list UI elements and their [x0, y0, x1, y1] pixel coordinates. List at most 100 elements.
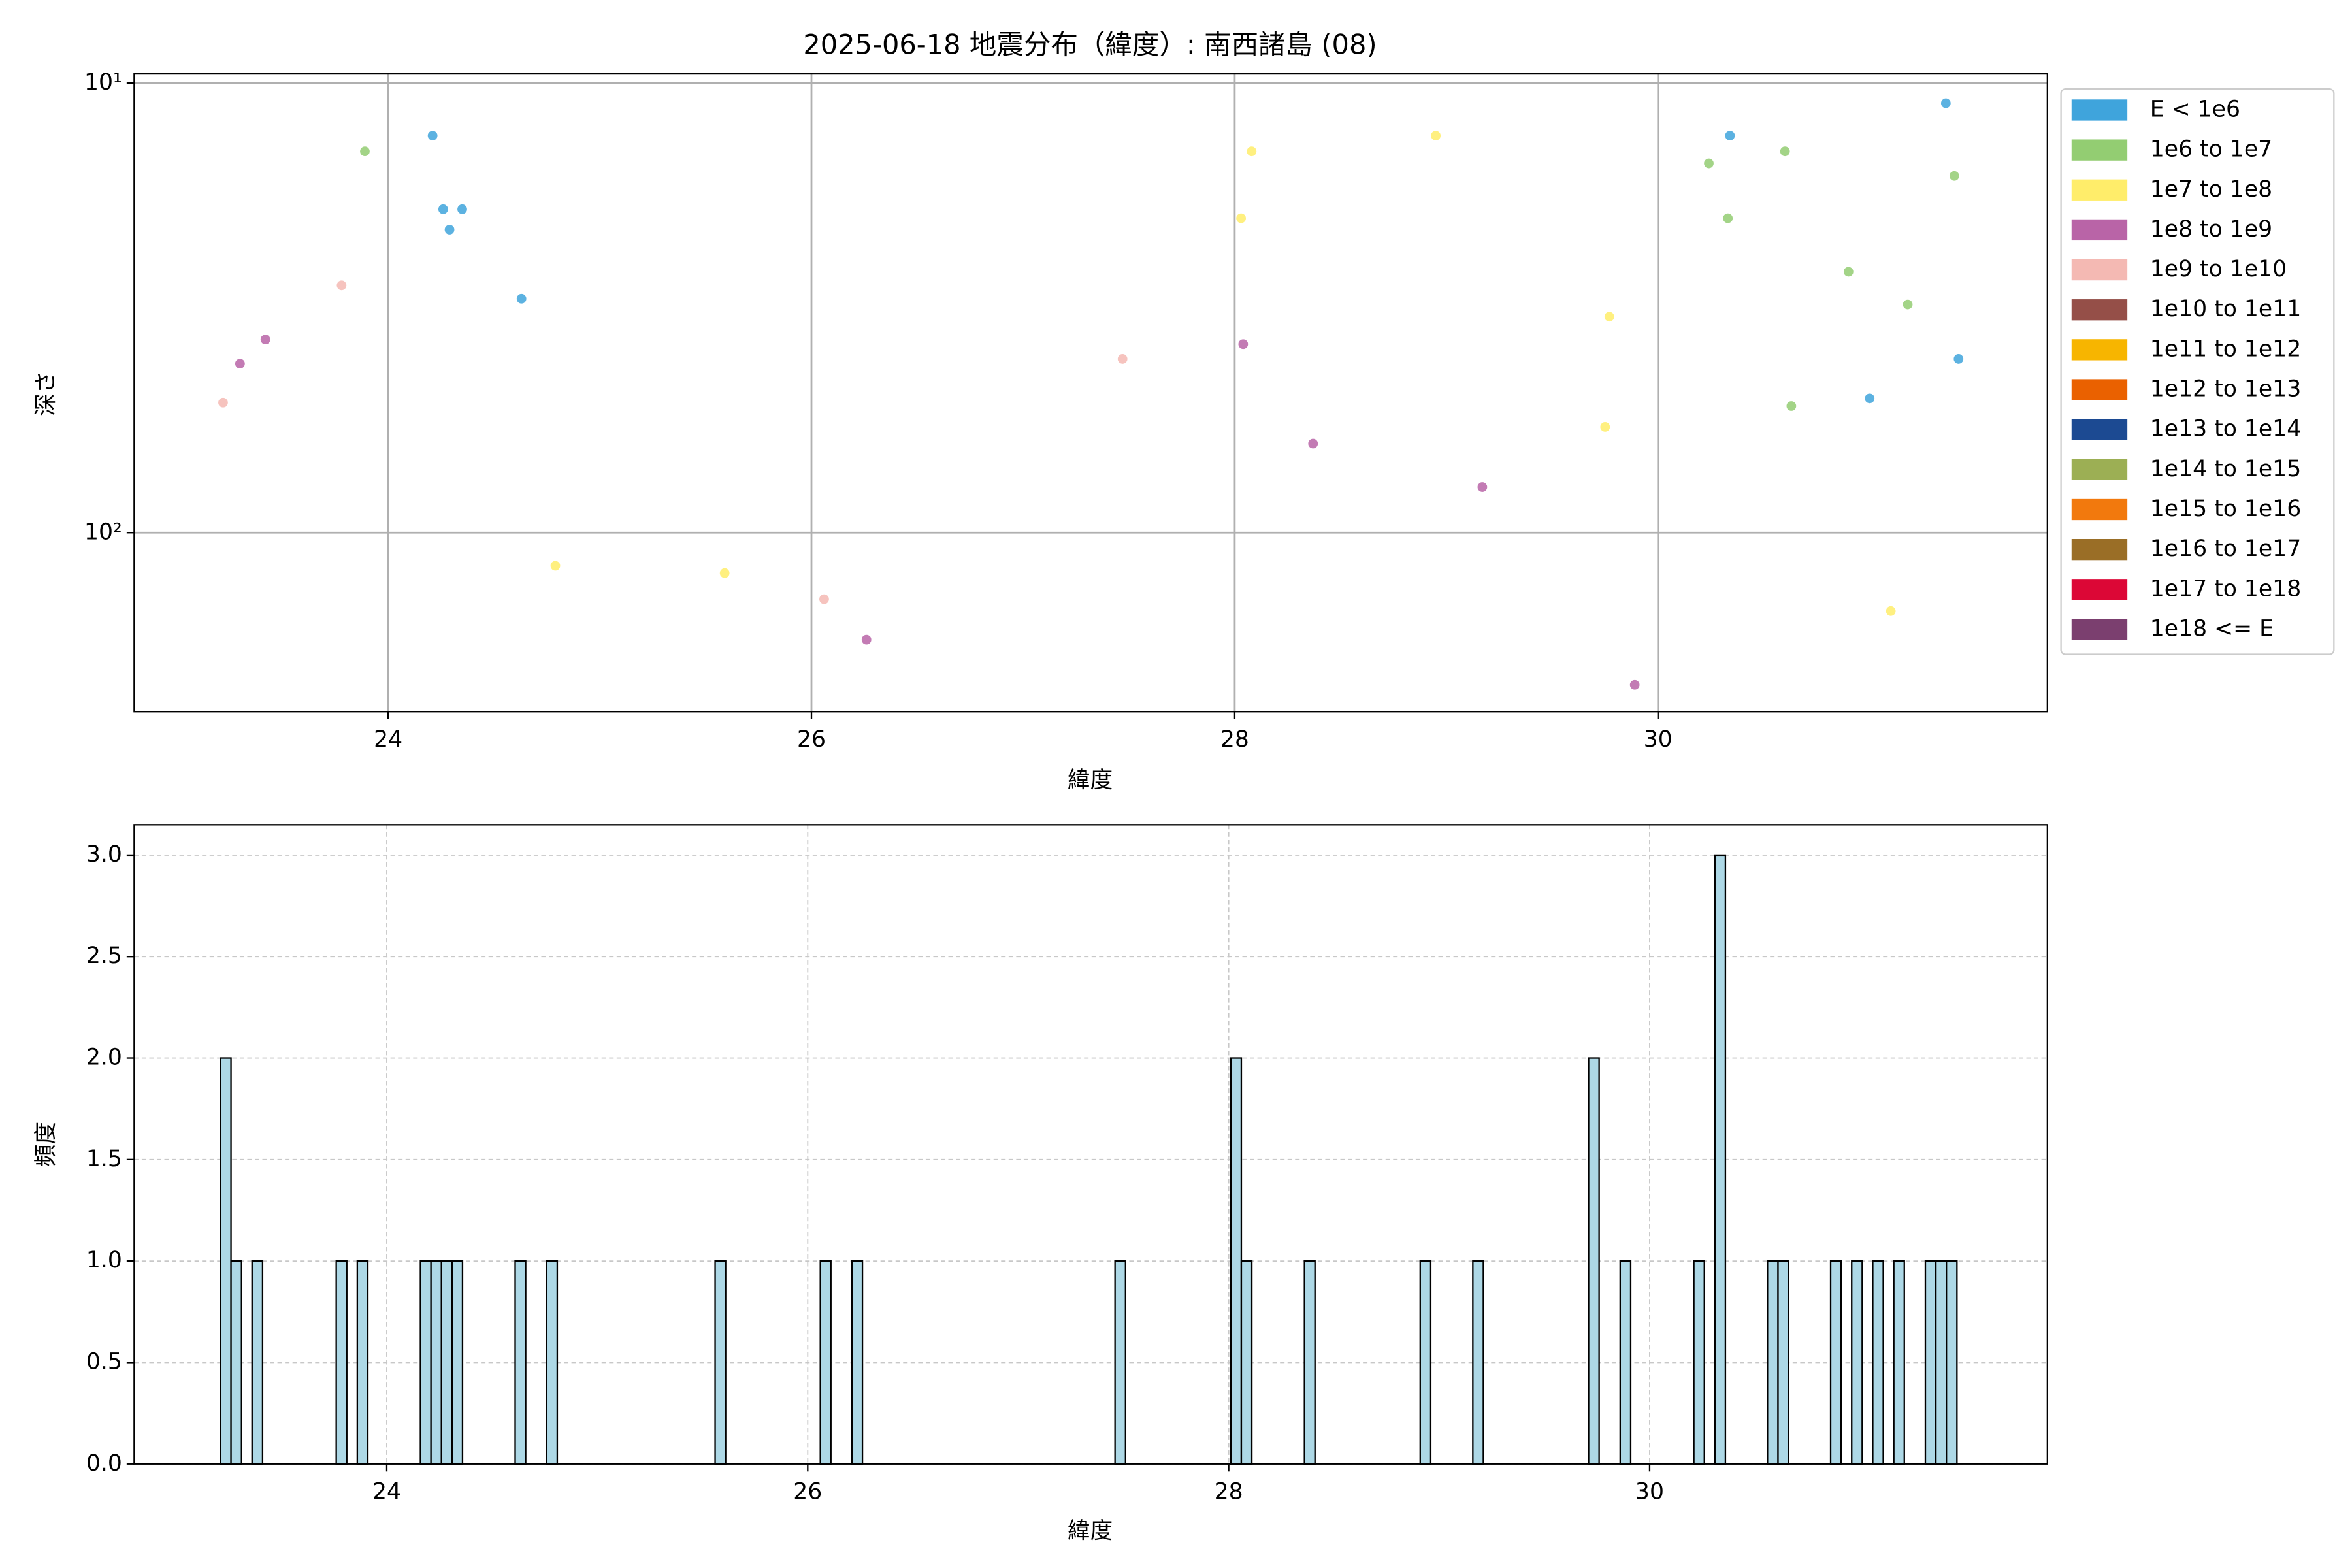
histogram-bar	[1851, 1260, 1863, 1465]
x-tick-label: 26	[797, 727, 826, 753]
scatter-point	[235, 359, 245, 369]
scatter-point	[1786, 401, 1797, 411]
legend-swatch	[2071, 299, 2128, 321]
histogram-bar	[1946, 1260, 1958, 1465]
scatter-point	[1949, 171, 1959, 181]
x-tick-label: 28	[1220, 727, 1249, 753]
histogram-bar	[419, 1260, 432, 1465]
histogram-bar	[1924, 1260, 1937, 1465]
histogram-bar	[1303, 1260, 1316, 1465]
scatter-point	[1953, 354, 1964, 364]
legend-label: 1e7 to 1e8	[2150, 176, 2272, 203]
legend-label: 1e6 to 1e7	[2150, 137, 2272, 163]
y-tick-label: 0.5	[86, 1348, 122, 1375]
legend-label: 1e12 to 1e13	[2150, 376, 2301, 402]
histogram-bar	[1872, 1260, 1884, 1465]
scatter-point	[444, 225, 455, 235]
histogram-bar	[356, 1260, 369, 1465]
y-tick-label: 1.5	[86, 1146, 122, 1172]
plot-frame	[133, 73, 2048, 713]
histogram-bar	[1619, 1260, 1632, 1465]
histogram-bar	[819, 1260, 832, 1465]
legend-box	[2060, 88, 2335, 655]
scatter-point	[1704, 158, 1714, 169]
legend-swatch	[2071, 459, 2128, 480]
scatter-point	[1843, 267, 1854, 277]
histogram-bar	[451, 1260, 464, 1465]
scatter-point	[861, 634, 872, 645]
histogram-bar	[230, 1260, 242, 1465]
legend-label: 1e17 to 1e18	[2150, 576, 2301, 602]
histogram-bar	[546, 1260, 559, 1465]
plot-frame	[133, 824, 2048, 1465]
histogram-bar	[335, 1260, 348, 1465]
histogram-bar	[430, 1260, 442, 1465]
legend-label: 1e16 to 1e17	[2150, 536, 2301, 562]
x-tick-label: 26	[793, 1479, 822, 1505]
histogram-bar	[714, 1260, 727, 1465]
scatter-point	[719, 568, 730, 578]
legend-swatch	[2071, 339, 2128, 361]
legend-swatch	[2071, 498, 2128, 521]
histogram-bar	[1230, 1057, 1243, 1465]
scatter-point	[427, 131, 438, 140]
scatter-point	[1780, 146, 1790, 157]
legend-label: E < 1e6	[2150, 96, 2240, 122]
legend-swatch	[2071, 139, 2128, 161]
scatter-point	[1117, 354, 1128, 364]
legend-swatch	[2071, 579, 2128, 600]
y-axis-label: 頻度	[33, 1122, 59, 1167]
scatter-point	[1238, 339, 1249, 350]
scatter-point	[1604, 312, 1614, 322]
legend-label: 1e11 to 1e12	[2150, 336, 2301, 362]
scatter-point	[1940, 98, 1951, 108]
legend-label: 1e15 to 1e16	[2150, 496, 2301, 522]
histogram-bar	[1693, 1260, 1705, 1465]
scatter-point	[1886, 606, 1896, 616]
legend-swatch	[2071, 539, 2128, 561]
scatter-point	[1247, 146, 1257, 157]
histogram-bar	[1935, 1260, 1948, 1465]
scatter-point	[1865, 393, 1875, 404]
x-axis-label: 緯度	[1068, 1518, 1113, 1544]
y-tick-label: 1.0	[86, 1247, 122, 1273]
histogram-bar	[851, 1260, 864, 1465]
scatter-point	[1629, 679, 1640, 690]
legend-swatch	[2071, 179, 2128, 201]
legend-label: 1e18 <= E	[2150, 615, 2274, 642]
y-tick-label: 2.5	[86, 943, 122, 969]
x-tick-label: 24	[372, 1479, 401, 1505]
scatter-point	[457, 204, 467, 214]
y-tick-label: 10²	[84, 519, 122, 545]
histogram-bar	[251, 1260, 264, 1465]
x-tick-label: 30	[1635, 1479, 1664, 1505]
scatter-point	[260, 335, 270, 345]
y-tick-label: 3.0	[86, 841, 122, 868]
legend-swatch	[2071, 219, 2128, 241]
legend-label: 1e13 to 1e14	[2150, 416, 2301, 442]
histogram-bar	[440, 1260, 453, 1465]
scatter-point	[516, 293, 527, 304]
histogram-bar	[1829, 1260, 1842, 1465]
histogram-bar	[1114, 1260, 1126, 1465]
x-tick-label: 24	[374, 727, 402, 753]
histogram-bar	[1767, 1260, 1779, 1465]
histogram-bar	[1472, 1260, 1484, 1465]
scatter-point	[1477, 482, 1488, 492]
scatter-point	[336, 280, 347, 291]
scatter-point	[1600, 422, 1610, 432]
scatter-point	[1903, 299, 1913, 310]
y-tick-label: 2.0	[86, 1045, 122, 1071]
histogram-bar	[1714, 854, 1727, 1465]
x-tick-label: 30	[1644, 727, 1673, 753]
legend-label: 1e10 to 1e11	[2150, 296, 2301, 322]
legend-swatch	[2071, 419, 2128, 440]
legend-label: 1e8 to 1e9	[2150, 216, 2272, 242]
legend-swatch	[2071, 379, 2128, 400]
chart-title: 2025-06-18 地震分布（緯度）: 南西諸島 (08)	[803, 29, 1377, 61]
scatter-point	[819, 594, 829, 604]
y-tick-label: 10¹	[84, 69, 122, 95]
legend-swatch	[2071, 99, 2128, 121]
scatter-point	[360, 146, 370, 157]
